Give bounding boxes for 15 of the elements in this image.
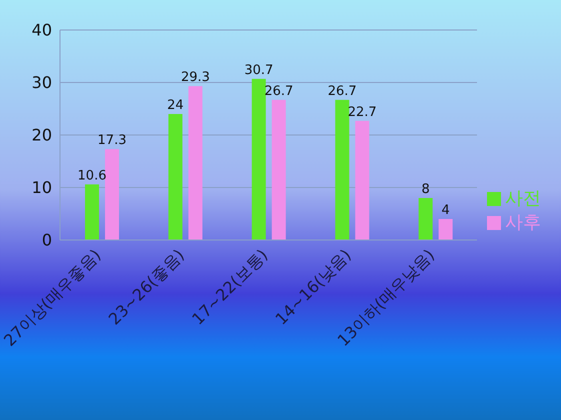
data-label: 8 — [421, 182, 430, 197]
data-label: 24 — [167, 98, 184, 113]
y-tick-label: 20 — [32, 126, 52, 145]
y-tick-label: 30 — [32, 73, 52, 92]
data-label: 29.3 — [180, 70, 210, 86]
data-label: 17.3 — [98, 133, 126, 148]
data-label: 4 — [441, 203, 450, 218]
legend-label: 사후 — [505, 212, 541, 233]
y-tick-label: 0 — [42, 230, 52, 250]
data-label: 30.7 — [244, 62, 274, 78]
data-label: 26.7 — [328, 84, 357, 99]
legend-label: 사전 — [505, 188, 541, 209]
y-tick-label: 40 — [32, 20, 52, 40]
y-tick-label: 10 — [32, 178, 52, 198]
data-label: 10.6 — [78, 168, 106, 184]
